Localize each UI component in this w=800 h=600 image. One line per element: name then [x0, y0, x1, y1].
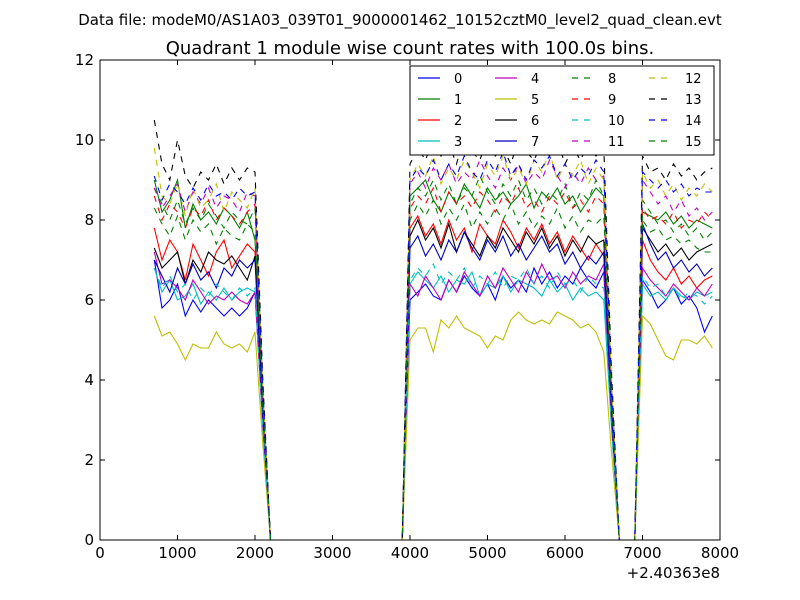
- series-line-5: [153, 311, 713, 540]
- series-line-9: [153, 186, 713, 540]
- series-line-15: [153, 198, 713, 540]
- x-tick-label: 7000: [623, 544, 661, 562]
- legend-frame: [409, 65, 715, 156]
- legend-label: 8: [608, 72, 616, 87]
- legend-label: 6: [531, 114, 539, 129]
- series-line-3: [153, 267, 713, 540]
- x-tick-label: 3000: [313, 544, 351, 562]
- x-tick-label: 8000: [701, 544, 739, 562]
- series-line-8: [153, 174, 713, 540]
- legend-label: 15: [685, 135, 702, 150]
- series-line-12: [153, 147, 713, 540]
- series-line-14: [153, 150, 713, 540]
- legend-label: 1: [454, 93, 462, 108]
- series-line-0: [153, 259, 713, 540]
- series-line-6: [153, 218, 713, 540]
- legend-label: 0: [454, 72, 462, 87]
- legend-label: 10: [608, 114, 625, 129]
- series-line-13: [153, 119, 713, 540]
- legend-label: 3: [454, 135, 462, 150]
- x-tick-label: 0: [95, 544, 105, 562]
- series-line-7: [153, 223, 713, 540]
- series-line-1: [153, 177, 713, 540]
- legend-label: 12: [685, 72, 702, 87]
- y-tick-label: 10: [75, 131, 94, 149]
- x-axis: 0 1000 2000 3000 4000 5000 6000 7000 8000: [95, 60, 739, 562]
- plot-area: 0 1000 2000 3000 4000 5000 6000 7000 8000 0 2 4 6 8 1…: [75, 51, 739, 582]
- y-tick-label: 8: [84, 211, 94, 229]
- legend-label: 7: [531, 135, 539, 150]
- legend-label: 2: [454, 114, 462, 129]
- figure-suptitle: Data file: modeM0/AS1A03_039T01_90000014…: [78, 11, 722, 30]
- y-tick-label: 12: [75, 51, 94, 69]
- legend-label: 4: [531, 72, 539, 87]
- x-axis-offset-label: +2.40363e8: [627, 564, 720, 582]
- x-tick-label: 4000: [391, 544, 429, 562]
- y-tick-label: 2: [84, 451, 94, 469]
- legend-label: 5: [531, 93, 539, 108]
- x-tick-label: 6000: [546, 544, 584, 562]
- y-tick-label: 0: [84, 531, 94, 549]
- legend-label: 13: [685, 93, 702, 108]
- chart-title: Quadrant 1 module wise count rates with …: [166, 38, 655, 59]
- x-tick-label: 2000: [236, 544, 274, 562]
- x-tick-label: 1000: [158, 544, 196, 562]
- y-tick-label: 4: [84, 371, 94, 389]
- series-layer: [153, 119, 713, 540]
- legend-label: 9: [608, 93, 616, 108]
- series-line-11: [153, 158, 713, 540]
- x-tick-label: 5000: [468, 544, 506, 562]
- legend-label: 11: [608, 135, 625, 150]
- legend-label: 14: [685, 114, 702, 129]
- y-tick-label: 6: [84, 291, 94, 309]
- series-line-10: [153, 262, 713, 540]
